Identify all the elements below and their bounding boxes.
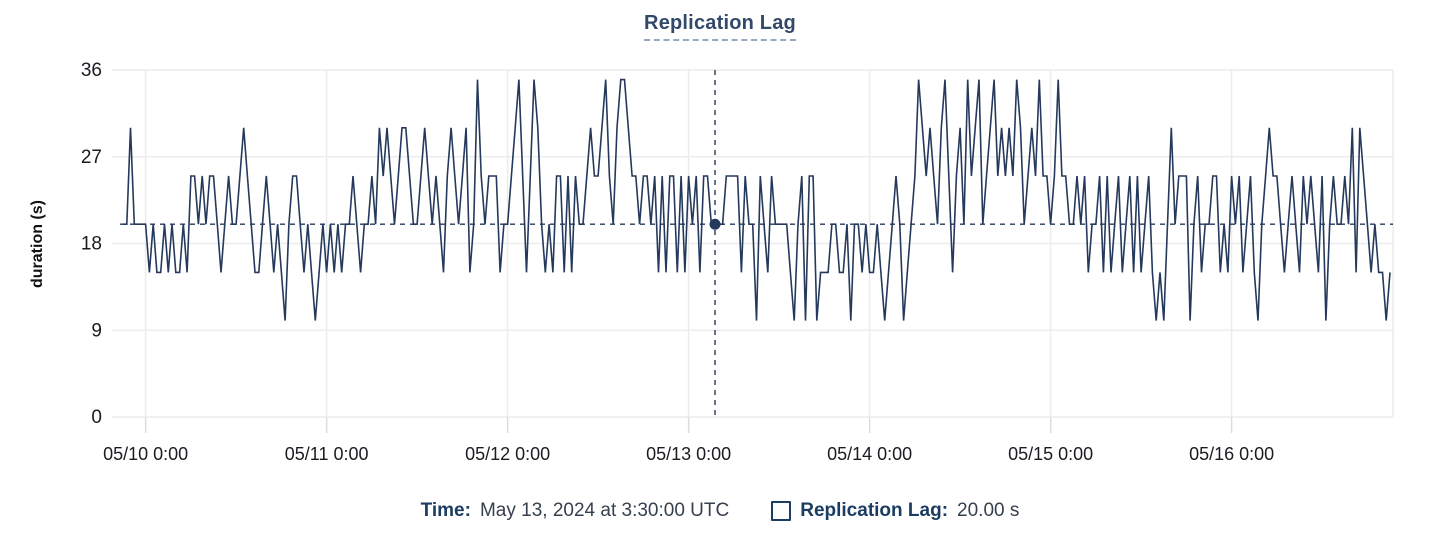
x-axis-tick-label: 05/16 0:00 — [1189, 444, 1274, 464]
x-axis-tick-label: 05/12 0:00 — [465, 444, 550, 464]
selected-point-marker[interactable] — [709, 218, 721, 230]
y-axis-tick-label: 27 — [81, 147, 102, 168]
x-axis-tick-label: 05/15 0:00 — [1008, 444, 1093, 464]
series-swatch-icon — [771, 501, 792, 521]
x-axis-tick-label: 05/11 0:00 — [285, 444, 369, 464]
y-axis-tick-label: 9 — [91, 320, 102, 341]
series-value: 20.00 s — [957, 500, 1020, 521]
series-line-replication-lag — [123, 78, 1391, 321]
y-axis-tick-label: 18 — [81, 234, 102, 255]
x-axis-tick-label: 05/14 0:00 — [827, 444, 912, 464]
time-label: Time: — [420, 500, 471, 521]
y-axis-tick-label: 0 — [91, 407, 102, 428]
legend-item-replication-lag[interactable]: Replication Lag — [644, 12, 796, 41]
y-axis-tick-label: 36 — [81, 60, 102, 81]
series-label: Replication Lag: — [800, 500, 949, 521]
chart-header: Replication Lag — [0, 12, 1440, 41]
x-axis-tick-label: 05/13 0:00 — [646, 444, 731, 464]
time-value: May 13, 2024 at 3:30:00 UTC — [479, 500, 730, 521]
x-axis-tick-label: 05/10 0:00 — [103, 444, 188, 464]
line-chart-plot-area[interactable]: 0 9 18 27 36 05/10 0:00 05/11 0:00 05/12 0:00 05… — [0, 0, 1440, 480]
hover-readout: Time: May 13, 2024 at 3:30:00 UTC Replic… — [0, 500, 1440, 522]
